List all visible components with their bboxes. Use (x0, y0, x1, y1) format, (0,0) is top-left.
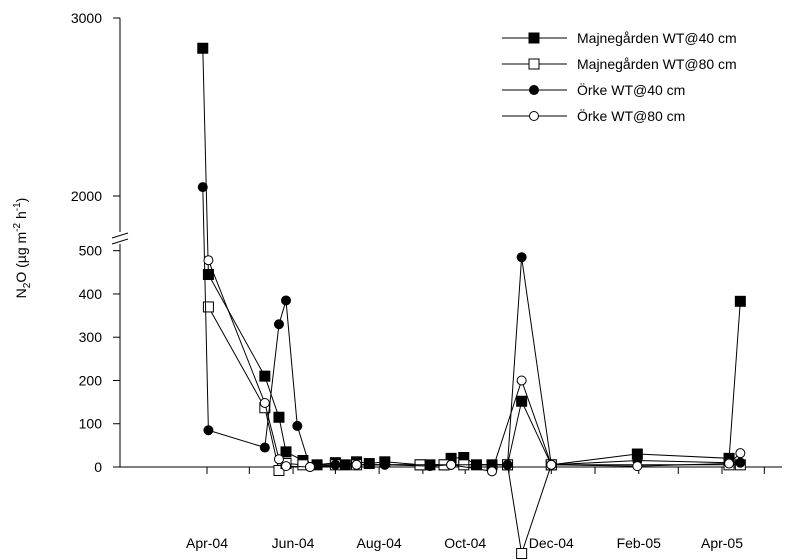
data-point (202, 268, 214, 280)
x-tick-label: Dec-04 (529, 535, 574, 551)
y-tick-label: 0 (94, 459, 102, 475)
y-tick-label: 2000 (71, 188, 102, 204)
legend-marker (528, 32, 540, 44)
data-point (281, 461, 292, 472)
series-2 (202, 301, 746, 560)
data-point (259, 442, 270, 453)
data-point (487, 466, 498, 477)
data-point (446, 459, 457, 470)
y-tick-label: 400 (79, 286, 103, 302)
data-point (502, 459, 513, 470)
data-point (197, 42, 209, 54)
data-point (424, 461, 435, 472)
data-point (203, 255, 214, 266)
legend-marker (529, 111, 539, 121)
y-axis (111, 18, 129, 467)
y-axis-label-n: N (13, 288, 29, 298)
legend-label: Majnegården WT@80 cm (577, 56, 737, 72)
y-axis-label-sup1: -2 (12, 222, 23, 231)
axis-break-mark (111, 238, 129, 245)
legend-label: Majnegården WT@40 cm (577, 30, 737, 46)
x-tick-label: Feb-05 (617, 535, 662, 551)
data-point (516, 375, 527, 386)
y-axis-label-sup2: -1 (12, 202, 23, 211)
data-point (197, 182, 208, 193)
legend-marker (529, 85, 539, 95)
series-line (207, 260, 741, 472)
data-point (280, 446, 292, 458)
y-tick-label: 300 (79, 329, 103, 345)
y-ticks: 0 100 200 300 400 500 2000 3000 (71, 10, 120, 475)
data-point (202, 301, 214, 313)
data-point (632, 461, 643, 472)
data-point (724, 458, 735, 469)
legend-marker (528, 58, 540, 70)
y-tick-label: 3000 (71, 10, 102, 26)
data-point (546, 459, 557, 470)
data-point (516, 395, 528, 407)
y-axis-label-mid: O (µg m (13, 232, 29, 283)
data-point (351, 459, 362, 470)
legend-label: Örke WT@40 cm (577, 81, 685, 98)
y-tick-label: 500 (79, 243, 103, 259)
y-axis-label: N2O (µg m-2 h-1) (12, 198, 33, 299)
series-line (207, 306, 741, 554)
data-point (273, 411, 285, 423)
legend-label: Örke WT@80 cm (577, 107, 685, 124)
data-point (273, 319, 284, 330)
x-tick-label: Apr-05 (701, 535, 743, 551)
data-point (363, 458, 375, 470)
data-point (516, 548, 528, 560)
series-layer (197, 42, 746, 560)
x-tick-label: Aug-04 (357, 535, 402, 551)
data-point (735, 448, 746, 459)
data-point (516, 252, 527, 263)
x-tick-label: Jun-04 (272, 535, 315, 551)
data-point (203, 425, 214, 436)
data-point (734, 295, 746, 307)
y-axis-label-mid2: h (13, 211, 29, 223)
axis-break-mark (111, 232, 129, 239)
series-3 (197, 182, 746, 472)
series-line (202, 187, 741, 468)
series-4 (203, 255, 746, 477)
y-axis-label-sub: 2 (22, 282, 33, 288)
y-tick-label: 200 (79, 372, 103, 388)
y-axis-label-end: ) (13, 198, 29, 203)
data-point (292, 420, 303, 431)
legend: Majnegården WT@40 cm Majnegården WT@80 cm… (502, 30, 737, 124)
data-point (259, 370, 271, 382)
data-point (330, 459, 341, 470)
x-tick-label: Oct-04 (444, 535, 486, 551)
x-tick-label: Apr-04 (186, 535, 228, 551)
data-point (281, 295, 292, 306)
data-point (259, 397, 270, 408)
data-point (735, 457, 746, 468)
x-ticks: Apr-04 Jun-04 Aug-04 Oct-04 Dec-04 Feb-05 Apr-… (186, 467, 765, 551)
data-point (305, 462, 315, 472)
data-point (273, 454, 284, 465)
y-tick-label: 100 (79, 416, 103, 432)
